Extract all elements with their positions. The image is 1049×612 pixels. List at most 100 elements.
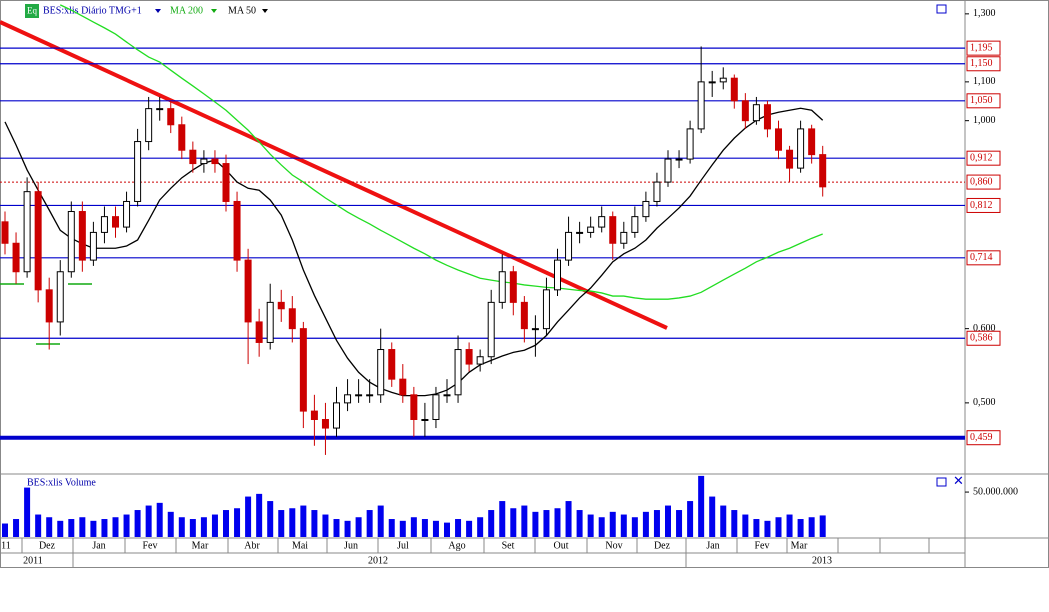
volume-bar	[797, 519, 804, 537]
candle-body	[808, 128, 816, 156]
volume-bar	[653, 510, 660, 537]
frame	[0, 0, 1049, 568]
volume-bar	[421, 519, 428, 537]
candle-body	[697, 81, 705, 130]
candle-body	[786, 149, 794, 169]
candle-body	[730, 77, 738, 102]
level-label: 1,150	[970, 58, 993, 69]
volume-bar	[775, 517, 782, 537]
volume-bar	[178, 517, 185, 537]
x-tick-label: Nov	[605, 540, 622, 551]
candle-body	[321, 418, 329, 429]
x-tick-label: Mar	[192, 540, 209, 551]
candle-body	[576, 231, 584, 234]
x-tick-label: Jul	[397, 540, 409, 551]
y-tick-label: 0,600	[973, 323, 996, 334]
volume-bar	[698, 475, 705, 537]
volume-bar	[68, 519, 75, 537]
volume-bar	[388, 519, 395, 537]
x-tick-label: Mar	[791, 540, 808, 551]
candle-body	[89, 231, 97, 261]
candle-body	[443, 394, 451, 397]
volume-bar	[676, 510, 683, 537]
x-tick-label: Set	[502, 540, 515, 551]
volume-bar	[57, 520, 64, 537]
dropdown[interactable]	[262, 9, 268, 13]
volume-bar	[2, 523, 8, 537]
volume-bar	[786, 514, 793, 537]
eq-icon-text: Eq	[27, 6, 37, 16]
volume-bar	[256, 493, 263, 537]
volume-bar	[289, 508, 296, 537]
volume-bar	[344, 520, 351, 537]
candle-body	[620, 231, 628, 244]
volume-bar	[709, 496, 716, 537]
volume-bar	[808, 517, 815, 537]
volume-bar	[764, 520, 771, 537]
volume-bar	[753, 519, 760, 537]
candle-body	[542, 289, 550, 330]
candle-body	[211, 158, 219, 165]
volume-bar	[687, 501, 694, 537]
candle-body	[288, 308, 296, 330]
volume-bar	[642, 511, 649, 537]
x-tick-label: 11	[1, 540, 11, 551]
volume-bar	[123, 514, 130, 537]
volume-title: BES:xlis Volume	[27, 477, 96, 488]
volume-bar	[598, 517, 605, 537]
candle-body	[587, 226, 595, 233]
volume-bar	[499, 501, 506, 537]
candle-body	[277, 301, 285, 310]
maximize[interactable]	[936, 4, 947, 14]
level-label-box	[966, 56, 1001, 72]
level-label-box	[966, 93, 1001, 109]
dropdown[interactable]	[155, 9, 161, 13]
candle-body	[741, 100, 749, 122]
candle-body	[23, 191, 31, 273]
candle-body	[1, 221, 9, 244]
volume-bar	[742, 514, 749, 537]
volume-bar	[665, 505, 671, 537]
candle-body	[123, 200, 131, 228]
volume-bar	[819, 515, 826, 537]
candle-body	[233, 200, 241, 261]
x-tick-label: Dez	[39, 540, 56, 551]
volume-bar	[355, 517, 362, 537]
candle-body	[167, 108, 175, 126]
candle-body	[134, 141, 142, 202]
candle-body	[686, 128, 694, 160]
y-tick-label: 1,300	[973, 8, 996, 19]
volume-bar	[532, 511, 539, 537]
volume-bar	[554, 508, 561, 537]
candle-body	[344, 394, 352, 404]
candle-body	[631, 216, 639, 233]
volume-bar	[267, 501, 274, 537]
volume-bar	[631, 517, 638, 537]
candle-body	[45, 289, 53, 323]
candle-body	[465, 349, 473, 365]
volume-bar	[444, 522, 450, 537]
eq-icon[interactable]	[25, 4, 39, 18]
candle-body	[266, 301, 274, 343]
candle-body	[653, 181, 661, 202]
chart-title[interactable]: BES:xlis Diário TMG+1	[43, 5, 142, 16]
legend-ma50[interactable]: MA 50	[228, 5, 256, 16]
level-label: 1,050	[970, 95, 993, 106]
level-label: 1,195	[970, 42, 993, 53]
volume-bar	[200, 517, 207, 537]
candle-body	[565, 231, 573, 261]
level-label: 0,459	[970, 432, 993, 443]
dropdown[interactable]	[211, 9, 217, 13]
candle-body	[664, 158, 672, 183]
candle-body	[156, 108, 164, 111]
volume-bar	[521, 505, 528, 537]
volume-bar	[245, 496, 252, 537]
year-label: 2012	[368, 555, 388, 566]
x-tick-label: Jan	[706, 540, 719, 551]
maximize[interactable]	[936, 477, 947, 487]
legend-ma200[interactable]: MA 200	[170, 5, 203, 16]
candle-body	[366, 394, 374, 397]
volume-bar	[322, 514, 329, 537]
close-button[interactable]: ✕	[953, 473, 964, 488]
moving-average	[59, 4, 823, 300]
